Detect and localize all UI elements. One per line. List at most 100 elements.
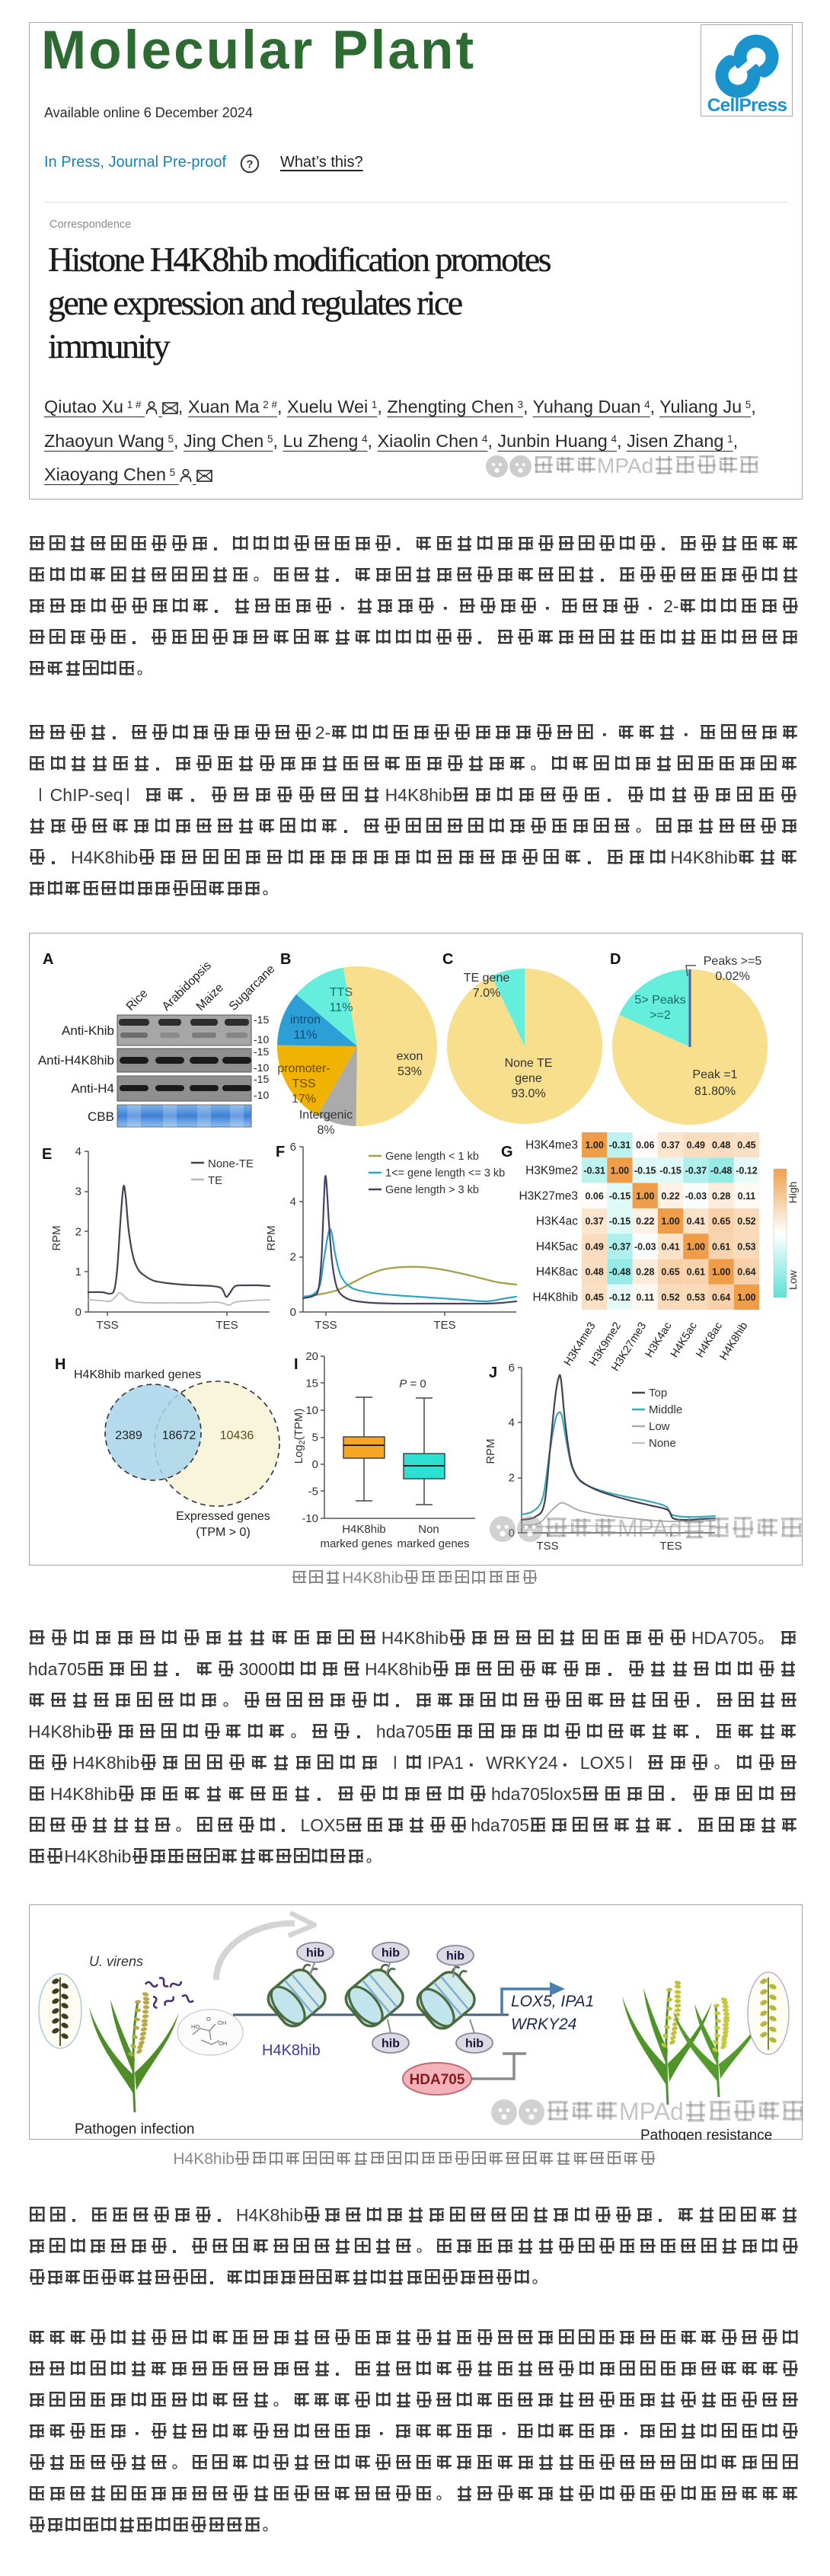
svg-text:0.28: 0.28 (712, 1191, 730, 1202)
svg-text:0.52: 0.52 (661, 1292, 679, 1303)
svg-text:TES: TES (659, 1540, 682, 1553)
svg-text:H4K8hib marked genes: H4K8hib marked genes (74, 1368, 201, 1381)
svg-text:2: 2 (290, 1251, 296, 1264)
svg-text:-0.48: -0.48 (710, 1165, 733, 1176)
svg-text:11%: 11% (294, 1029, 318, 1042)
svg-text:0.65: 0.65 (661, 1267, 679, 1278)
svg-text:I: I (294, 1356, 298, 1373)
svg-text:Pathogen resistance: Pathogen resistance (640, 2128, 772, 2140)
svg-text:0.11: 0.11 (636, 1292, 654, 1303)
svg-text:10436: 10436 (220, 1429, 254, 1442)
svg-text:H4K8hib: H4K8hib (533, 1291, 578, 1304)
svg-text:-0.15: -0.15 (659, 1165, 682, 1176)
svg-text:0.53: 0.53 (687, 1292, 705, 1303)
svg-text:U. virens: U. virens (89, 1954, 143, 1969)
svg-text:None TE: None TE (505, 1057, 553, 1070)
svg-text:-0.37: -0.37 (609, 1241, 631, 1252)
svg-text:1.00: 1.00 (585, 1140, 603, 1151)
svg-text:H3K4ac: H3K4ac (536, 1215, 578, 1228)
svg-text:1<= gene length <= 3 kb: 1<= gene length <= 3 kb (385, 1167, 505, 1179)
svg-text:0.52: 0.52 (737, 1216, 755, 1227)
svg-text:1: 1 (75, 1266, 81, 1278)
svg-text:B: B (280, 951, 291, 968)
svg-text:None-TE: None-TE (208, 1157, 254, 1170)
svg-text:?: ? (246, 158, 253, 171)
svg-text:0.28: 0.28 (636, 1267, 654, 1278)
svg-text:TE gene: TE gene (464, 972, 510, 985)
svg-text:10: 10 (305, 1404, 318, 1417)
svg-text:0.06: 0.06 (636, 1140, 654, 1151)
svg-text:O: O (206, 2016, 211, 2022)
svg-text:H4K8hib: H4K8hib (342, 1523, 386, 1536)
svg-text:-10: -10 (254, 1061, 269, 1074)
svg-text:-5: -5 (308, 1486, 318, 1499)
svg-text:0.41: 0.41 (661, 1241, 679, 1252)
svg-text:Peaks >=5: Peaks >=5 (704, 955, 762, 968)
svg-text:53%: 53% (397, 1065, 422, 1078)
svg-text:intron: intron (290, 1013, 321, 1026)
svg-text:Low: Low (649, 1420, 670, 1433)
svg-text:6: 6 (509, 1361, 515, 1374)
svg-text:1.00: 1.00 (636, 1191, 654, 1202)
svg-text:Anti-Khib: Anti-Khib (62, 1023, 114, 1038)
svg-text:>=2: >=2 (650, 1009, 671, 1022)
svg-text:TSS: TSS (96, 1319, 118, 1332)
svg-text:-10: -10 (254, 1089, 269, 1101)
svg-text:0: 0 (290, 1306, 296, 1319)
svg-text:0.37: 0.37 (585, 1216, 603, 1227)
svg-text:0.45: 0.45 (737, 1140, 755, 1151)
svg-text:0.49: 0.49 (585, 1241, 603, 1252)
svg-text:RPM: RPM (50, 1225, 63, 1250)
svg-text:-0.12: -0.12 (736, 1165, 758, 1176)
svg-text:0.48: 0.48 (585, 1267, 603, 1278)
svg-text:11%: 11% (330, 1001, 353, 1014)
svg-text:-0.12: -0.12 (609, 1292, 631, 1303)
svg-text:Middle: Middle (649, 1403, 682, 1416)
svg-text:A: A (43, 951, 53, 968)
svg-text:H4K5ac: H4K5ac (536, 1240, 578, 1253)
svg-text:17%: 17% (292, 1093, 316, 1106)
svg-text:TE: TE (208, 1174, 222, 1187)
svg-text:4: 4 (75, 1145, 81, 1158)
svg-text:(TPM > 0): (TPM > 0) (196, 1526, 251, 1539)
svg-text:8%: 8% (317, 1124, 334, 1137)
svg-text:0.61: 0.61 (687, 1267, 705, 1278)
svg-text:2: 2 (75, 1225, 81, 1238)
svg-text:TSS: TSS (536, 1540, 558, 1553)
svg-text:TSS: TSS (292, 1077, 315, 1090)
svg-text:H3K4me3: H3K4me3 (525, 1139, 578, 1152)
svg-text:CBB: CBB (88, 1109, 114, 1124)
svg-text:81.80%: 81.80% (694, 1085, 736, 1098)
svg-text:TES: TES (433, 1319, 455, 1332)
svg-text:-15: -15 (254, 1013, 269, 1026)
svg-text:0.02%: 0.02% (715, 970, 749, 983)
svg-text:Low: Low (787, 1269, 799, 1290)
svg-text:0.11: 0.11 (738, 1191, 756, 1202)
svg-text:-10: -10 (302, 1512, 318, 1525)
svg-text:Anti-H4K8hib: Anti-H4K8hib (38, 1053, 114, 1068)
svg-text:15: 15 (305, 1377, 318, 1390)
svg-text:exon: exon (397, 1050, 423, 1063)
svg-text:HO: HO (191, 2023, 200, 2030)
svg-text:LOX5, IPA1: LOX5, IPA1 (511, 1993, 594, 2010)
svg-text:18672: 18672 (162, 1429, 196, 1442)
svg-text:E: E (42, 1146, 52, 1163)
svg-text:0.65: 0.65 (712, 1216, 730, 1227)
svg-text:0: 0 (75, 1306, 81, 1319)
svg-text:TTS: TTS (330, 986, 353, 999)
svg-text:Gene length > 3 kb: Gene length > 3 kb (385, 1184, 479, 1196)
svg-text:OH: OH (218, 2019, 226, 2026)
svg-text:promoter-: promoter- (277, 1062, 330, 1075)
svg-text:0.48: 0.48 (712, 1140, 730, 1151)
svg-text:0.22: 0.22 (661, 1191, 679, 1202)
svg-text:20: 20 (305, 1350, 318, 1363)
svg-text:hib: hib (465, 2038, 484, 2051)
svg-text:0.64: 0.64 (737, 1267, 755, 1278)
svg-text:D: D (610, 951, 621, 968)
svg-text:-15: -15 (254, 1045, 269, 1058)
svg-text:TSS: TSS (314, 1319, 337, 1332)
svg-text:2: 2 (509, 1472, 515, 1485)
svg-text:-15: -15 (254, 1073, 269, 1085)
svg-text:5: 5 (312, 1432, 318, 1444)
svg-text:1.00: 1.00 (737, 1292, 755, 1303)
